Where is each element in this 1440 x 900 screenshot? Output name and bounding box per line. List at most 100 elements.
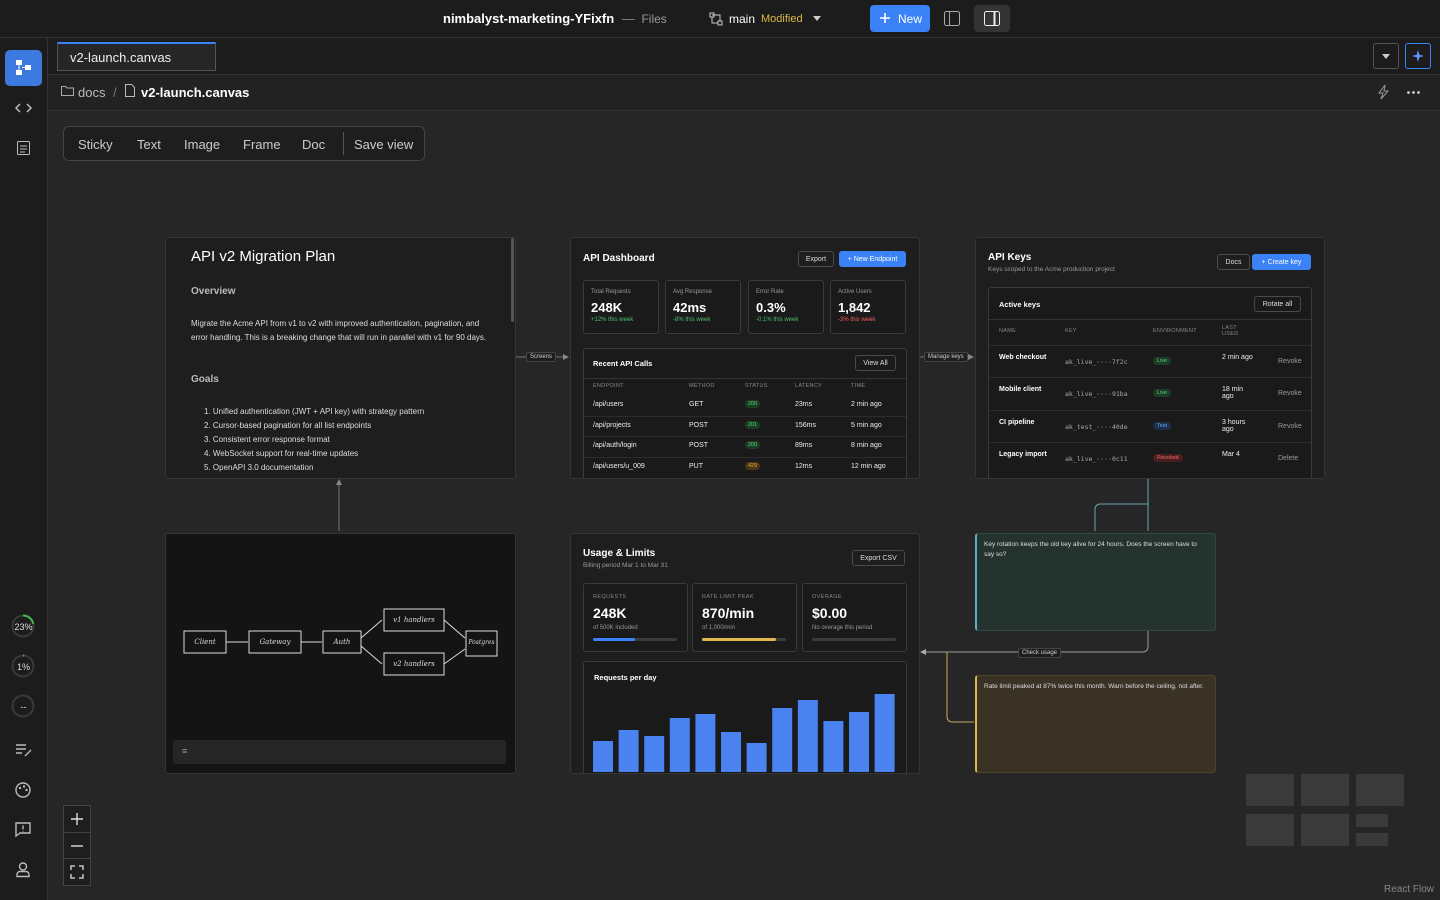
status-badge: 200 [745, 400, 761, 408]
last-used: Mar 4 [1222, 450, 1240, 458]
stat-label: Total Requests [591, 289, 631, 295]
create-key-button[interactable]: + Create key [1252, 254, 1311, 270]
diagram-label: v1 handlers [393, 616, 435, 624]
new-endpoint-button[interactable]: + New Endpoint [839, 251, 906, 267]
stat-label: Active Users [838, 289, 872, 295]
edge [946, 652, 974, 723]
goal-item: 4. WebSocket support for real-time updat… [204, 449, 359, 458]
bar [644, 736, 665, 772]
status-badge: 429 [745, 462, 761, 471]
ai-button[interactable] [1405, 43, 1431, 69]
canvas-nav[interactable] [5, 50, 42, 86]
bar [618, 730, 639, 772]
column-header: STATUS [745, 383, 768, 389]
stat-value: 248K [591, 300, 623, 315]
stat-value: 42ms [673, 300, 707, 315]
cell: /api/users/u_009 [593, 463, 645, 471]
tool[interactable]: Doc [302, 137, 326, 152]
tab-menu[interactable] [1373, 43, 1399, 69]
theme-nav[interactable] [15, 782, 31, 798]
usage-subtitle: Billing period Mar 1 to Mar 31 [583, 562, 668, 569]
tab[interactable]: v2-launch.canvas [57, 42, 216, 71]
tab-bar: v2-launch.canvas [48, 38, 1440, 75]
cell: 89ms [795, 442, 813, 450]
bar-chart [593, 694, 895, 772]
bar [593, 741, 613, 772]
right-panel-toggle[interactable] [974, 5, 1010, 32]
minimap[interactable] [1246, 774, 1404, 848]
keys-node[interactable]: API Keys Keys scoped to the Acme product… [975, 237, 1325, 479]
diagram-label: Gateway [259, 638, 291, 646]
key-name: Legacy import [999, 450, 1047, 458]
fit-view[interactable] [70, 865, 84, 879]
row-divider [989, 377, 1311, 379]
sticky-note[interactable]: Rate limit peaked at 87% twice this mont… [975, 675, 1216, 773]
bar [695, 714, 716, 772]
branch[interactable]: main [729, 12, 756, 26]
left-panel-toggle[interactable] [944, 11, 960, 26]
column-header: ENVIRONMENT [1153, 328, 1197, 334]
usage-indicator: 1% [16, 662, 30, 672]
progress-track [593, 638, 677, 641]
new-button[interactable]: New [870, 5, 930, 32]
edge [1094, 478, 1149, 531]
caret[interactable] [813, 16, 821, 21]
key-name: Mobile client [999, 386, 1042, 394]
keys-panel: Active keys Rotate all NAME KEY ENVIRONMEN… [988, 287, 1312, 478]
key-action[interactable]: Revoke [1278, 390, 1302, 398]
bolt-icon[interactable] [1377, 84, 1390, 100]
diagram-node[interactable]: Client Gateway Auth v1 handlers v2 handl… [165, 533, 516, 774]
stat-label: Avg Response [673, 289, 712, 295]
metric-card: REQUESTS 248K of 500K included [583, 583, 688, 652]
divider [64, 858, 90, 859]
tasks-nav[interactable] [17, 140, 30, 155]
dashboard-title: API Dashboard [583, 253, 655, 264]
breadcrumb-bar: docs / v2-launch.canvas [48, 75, 1440, 111]
progress-track [702, 638, 786, 641]
diagram-label: Auth [333, 638, 351, 646]
branch-icon [709, 12, 723, 26]
column-header: NAME [999, 328, 1017, 334]
rotate-button[interactable]: Rotate all [1254, 296, 1301, 312]
diagram-arrow [226, 619, 466, 665]
cell: 5 min ago [851, 421, 882, 429]
folder-icon [61, 86, 74, 96]
separator: — [621, 11, 635, 26]
bar [746, 743, 767, 772]
sidebar: 23% 1% -- [0, 38, 48, 900]
tool[interactable]: Frame [243, 137, 281, 152]
doc-node[interactable]: API v2 Migration Plan Overview Migrate t… [165, 237, 516, 479]
docs-button[interactable]: Docs [1217, 254, 1250, 270]
export-csv-button[interactable]: Export CSV [852, 550, 905, 566]
bar [823, 721, 844, 772]
keys-subtitle: Keys scoped to the Acme production proje… [988, 266, 1115, 273]
zoom-in[interactable] [70, 812, 84, 826]
feedback-nav[interactable] [15, 822, 31, 838]
last-used: 2 min ago [1222, 354, 1253, 361]
tool[interactable]: Sticky [78, 137, 113, 152]
view-all-button[interactable]: View All [855, 355, 896, 371]
key-action[interactable]: Revoke [1278, 422, 1302, 430]
dashboard-node[interactable]: API Dashboard Export + New Endpoint Rece… [570, 237, 920, 479]
usage-node[interactable]: Usage & Limits Billing period Mar 1 to M… [570, 533, 920, 774]
more-icon[interactable] [1407, 91, 1420, 94]
goal-item: 3. Consistent error response format [204, 435, 330, 444]
code-nav[interactable] [14, 103, 33, 113]
account-nav[interactable] [16, 862, 30, 878]
sticky-note[interactable]: Key rotation keeps the old key alive for… [975, 533, 1216, 631]
usage-indicator: 23% [14, 622, 33, 632]
key-action[interactable]: Delete [1278, 454, 1299, 462]
edit-nav[interactable] [16, 743, 32, 757]
save-view[interactable]: Save view [354, 137, 414, 152]
diagram-caption: ≡ [173, 740, 506, 764]
breadcrumb-folder[interactable]: docs [78, 85, 106, 100]
tool[interactable]: Text [137, 137, 161, 152]
attribution[interactable]: React Flow [1384, 884, 1435, 895]
zoom-out[interactable] [70, 839, 84, 853]
tool[interactable]: Image [184, 137, 221, 152]
metric-label: REQUESTS [593, 594, 627, 600]
metric-value: $0.00 [812, 605, 848, 621]
export-button[interactable]: Export [798, 251, 834, 267]
key-action[interactable]: Revoke [1278, 358, 1302, 365]
canvas-toolbar: Sticky Text Image Frame Doc Save view [63, 126, 425, 161]
